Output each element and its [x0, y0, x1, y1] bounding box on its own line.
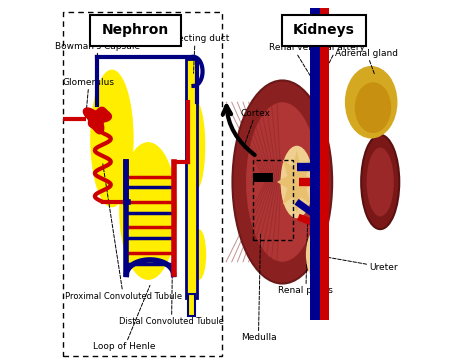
Polygon shape	[83, 107, 111, 134]
FancyBboxPatch shape	[90, 15, 181, 46]
Text: Cortex: Cortex	[241, 108, 271, 146]
Text: Renal pelvis: Renal pelvis	[278, 218, 333, 295]
Text: Proximal Convoluted Tubule: Proximal Convoluted Tubule	[65, 164, 182, 301]
Text: Loop of Henle: Loop of Henle	[93, 285, 156, 352]
Bar	[188, 294, 195, 316]
Text: Medulla: Medulla	[241, 233, 276, 343]
FancyBboxPatch shape	[283, 15, 366, 46]
Text: Bowman's Capsule: Bowman's Capsule	[55, 41, 140, 104]
Ellipse shape	[306, 229, 328, 280]
Ellipse shape	[119, 142, 177, 280]
Text: Renal vein: Renal vein	[269, 43, 317, 80]
Text: Kidneys: Kidneys	[293, 23, 355, 37]
Ellipse shape	[355, 82, 391, 133]
Text: Ureter: Ureter	[322, 256, 398, 272]
Text: Nephron: Nephron	[102, 23, 169, 37]
Text: Adrenal gland: Adrenal gland	[336, 49, 398, 75]
Text: Renal artery: Renal artery	[309, 43, 365, 73]
Ellipse shape	[366, 147, 394, 217]
Polygon shape	[277, 150, 317, 214]
Text: Collecting duct: Collecting duct	[161, 34, 229, 73]
Ellipse shape	[232, 80, 332, 284]
Ellipse shape	[361, 135, 399, 229]
Ellipse shape	[90, 70, 134, 207]
Bar	[253, 173, 273, 182]
Text: Distal Convoluted Tubule: Distal Convoluted Tubule	[119, 182, 224, 326]
Bar	[310, 8, 320, 320]
Text: Glomerulus: Glomerulus	[63, 78, 115, 117]
Ellipse shape	[345, 66, 398, 138]
Ellipse shape	[281, 146, 313, 218]
Ellipse shape	[191, 229, 206, 280]
Bar	[320, 8, 329, 320]
Ellipse shape	[185, 100, 205, 191]
Ellipse shape	[246, 102, 319, 262]
Bar	[186, 59, 197, 298]
